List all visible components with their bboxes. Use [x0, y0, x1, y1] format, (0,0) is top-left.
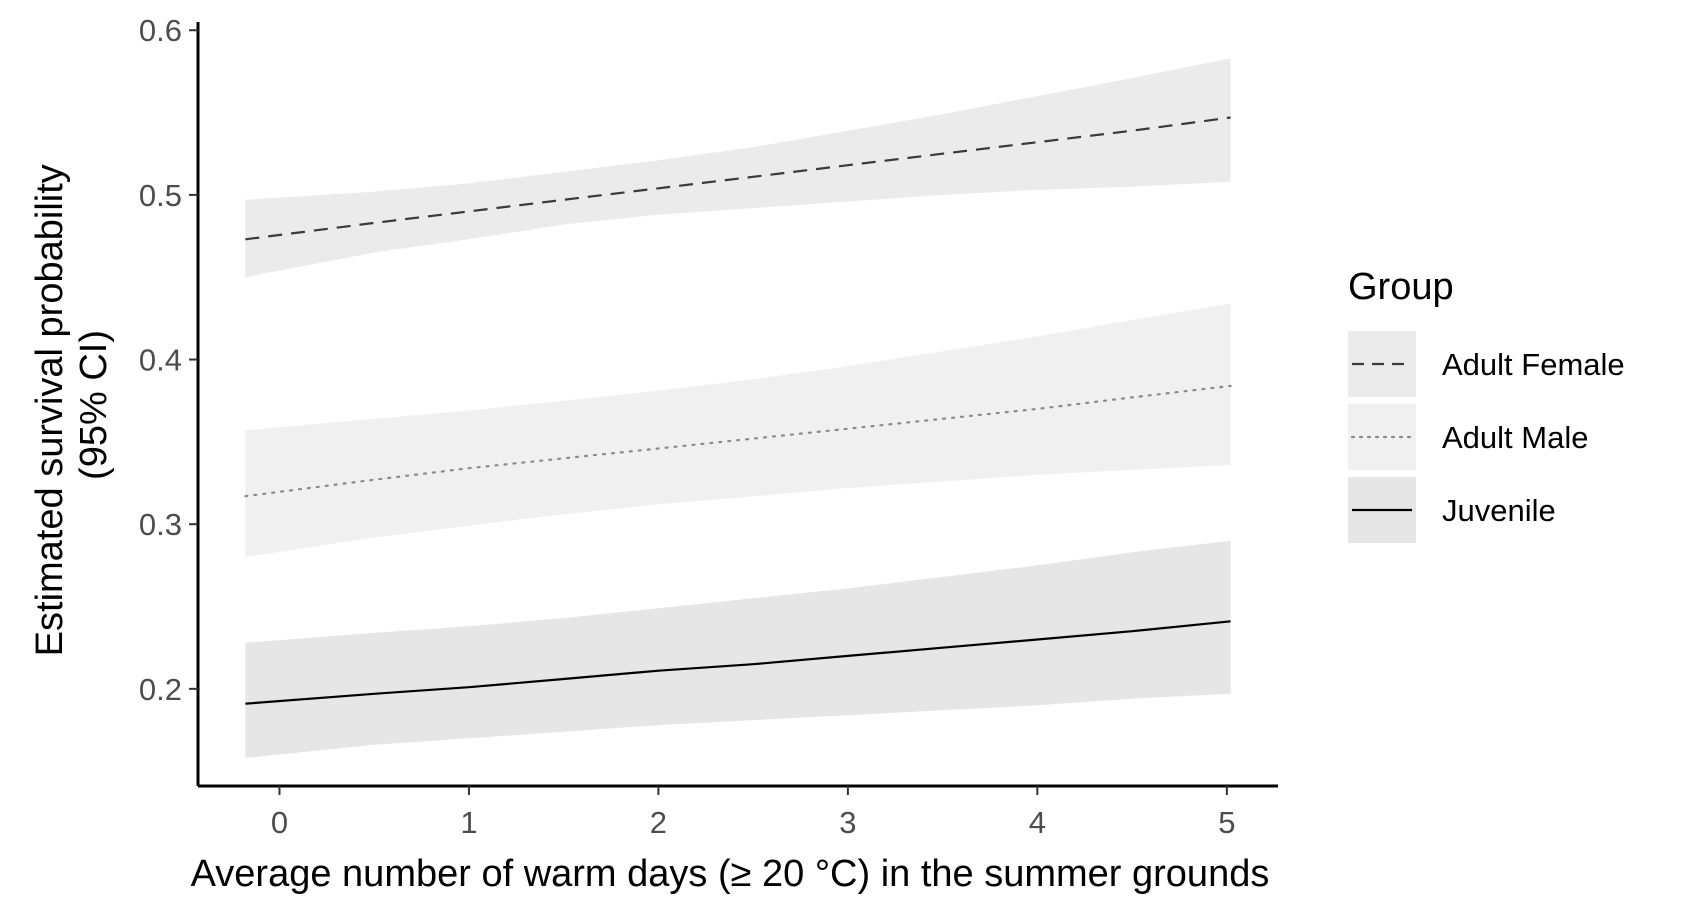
x-axis-title: Average number of warm days (≥ 20 °C) in… [191, 853, 1270, 895]
legend-label-juvenile: Juvenile [1442, 493, 1556, 528]
y-tick-label: 0.6 [139, 13, 182, 48]
y-tick-label: 0.2 [139, 672, 182, 707]
y-tick-label: 0.3 [139, 507, 182, 542]
legend-title: Group [1348, 266, 1454, 308]
legend-keys: Adult Female Adult Male Juvenile [1348, 331, 1625, 543]
x-tick-label: 1 [460, 805, 477, 840]
line-adult-male [244, 384, 1232, 498]
line-juvenile [245, 620, 1231, 705]
legend-label-adult-male: Adult Male [1442, 420, 1588, 455]
axes [196, 22, 1278, 788]
confidence-bands [245, 58, 1231, 758]
legend-key-adult-male [1348, 404, 1416, 470]
band-juvenile [245, 540, 1231, 758]
y-tick-label: 0.4 [139, 343, 182, 378]
x-tick-label: 2 [650, 805, 667, 840]
legend: Group Adult Female Adult Male Juvenile [1348, 266, 1625, 543]
x-tick-label: 4 [1029, 805, 1046, 840]
x-tick-label: 3 [839, 805, 856, 840]
line-adult-female [245, 116, 1231, 241]
y-axis-title: Estimated survival probability (95% CI) [29, 154, 115, 657]
legend-label-adult-female: Adult Female [1442, 347, 1625, 382]
y-axis-title-line-1: Estimated survival probability [29, 164, 71, 656]
svg-text:Estimated survival probability: Estimated survival probability (95% CI) [29, 154, 115, 657]
band-adult-female [245, 58, 1231, 278]
y-tick-label: 0.5 [139, 178, 182, 213]
x-tick-label: 5 [1218, 805, 1235, 840]
series-lines [244, 116, 1232, 705]
y-axis-title-line-2: (95% CI) [73, 330, 115, 480]
x-tick-label: 0 [271, 805, 288, 840]
band-adult-male [245, 303, 1231, 558]
x-axis-ticks: 0 1 2 3 4 5 [271, 786, 1235, 840]
y-axis-ticks: 0.2 0.3 0.4 0.5 0.6 [139, 13, 198, 707]
